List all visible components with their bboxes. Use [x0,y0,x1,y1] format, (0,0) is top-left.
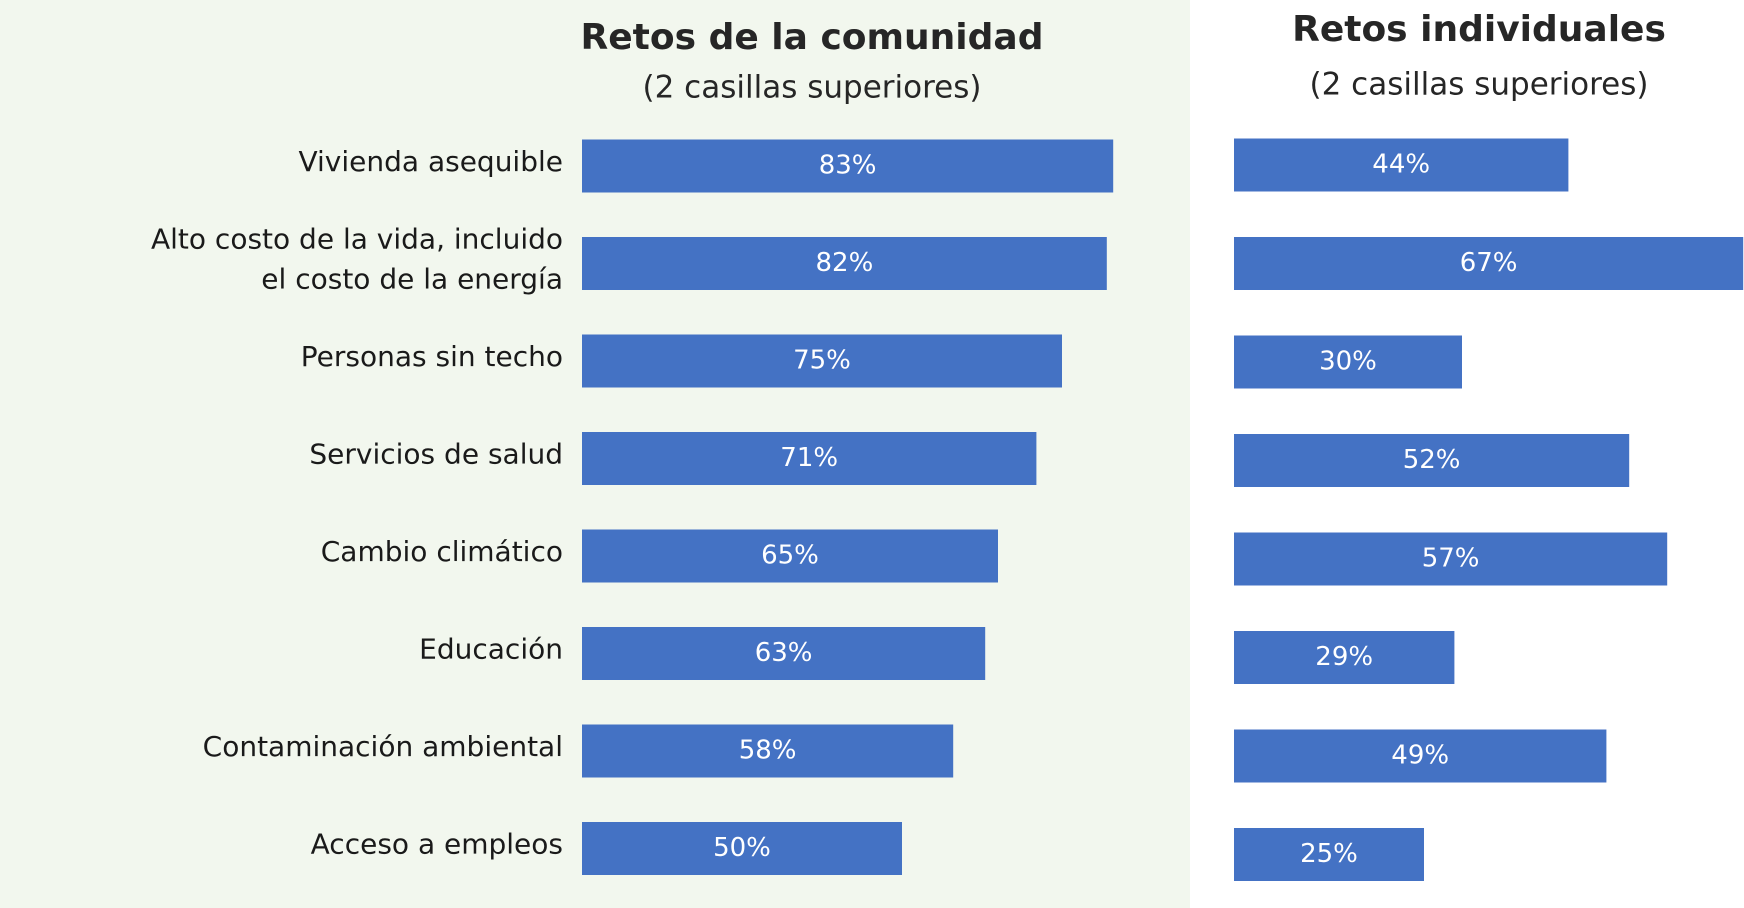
category-label: Acceso a empleos [311,828,563,861]
data-label: 49% [1391,741,1449,771]
bar [1234,434,1630,487]
category-label: Alto costo de la vida, incluido el costo … [151,223,563,296]
bar [1234,532,1668,586]
category-label: Contaminación ambiental [203,730,563,763]
bar [582,432,1037,485]
bar [582,627,986,680]
data-label: 25% [1300,839,1358,869]
bar [582,822,902,875]
data-label: 52% [1403,445,1461,475]
data-label: 67% [1460,248,1518,278]
data-label: 44% [1372,150,1430,180]
bar [1234,237,1744,290]
bar [1234,729,1607,783]
bar [1234,335,1462,389]
bar [582,724,954,778]
data-label: 30% [1319,347,1377,377]
category-label: Educación [419,633,563,666]
bar [582,334,1062,388]
chart-title: Retos individuales [1292,9,1666,50]
data-label: 63% [755,638,813,668]
bar [582,237,1107,290]
data-label: 50% [713,833,771,863]
bar [1234,631,1455,684]
data-label: 82% [816,248,874,278]
chart-title: Retos de la comunidad [581,17,1044,58]
data-label: 71% [780,443,838,473]
category-label: Cambio climático [321,535,563,568]
data-label: 65% [761,541,819,571]
data-label: 83% [819,151,877,181]
bar [582,529,998,583]
bar [1234,828,1424,881]
category-label: Personas sin techo [301,340,563,373]
bar [582,139,1114,193]
chart-subtitle: (2 casillas superiores) [643,70,982,106]
data-label: 58% [739,736,797,766]
data-label: 29% [1315,642,1373,672]
data-label: 75% [793,346,851,376]
chart-subtitle: (2 casillas superiores) [1310,67,1649,103]
category-label: Vivienda asequible [298,145,563,178]
category-label: Servicios de salud [309,438,563,471]
bar [1234,138,1569,192]
data-label: 57% [1422,544,1480,574]
